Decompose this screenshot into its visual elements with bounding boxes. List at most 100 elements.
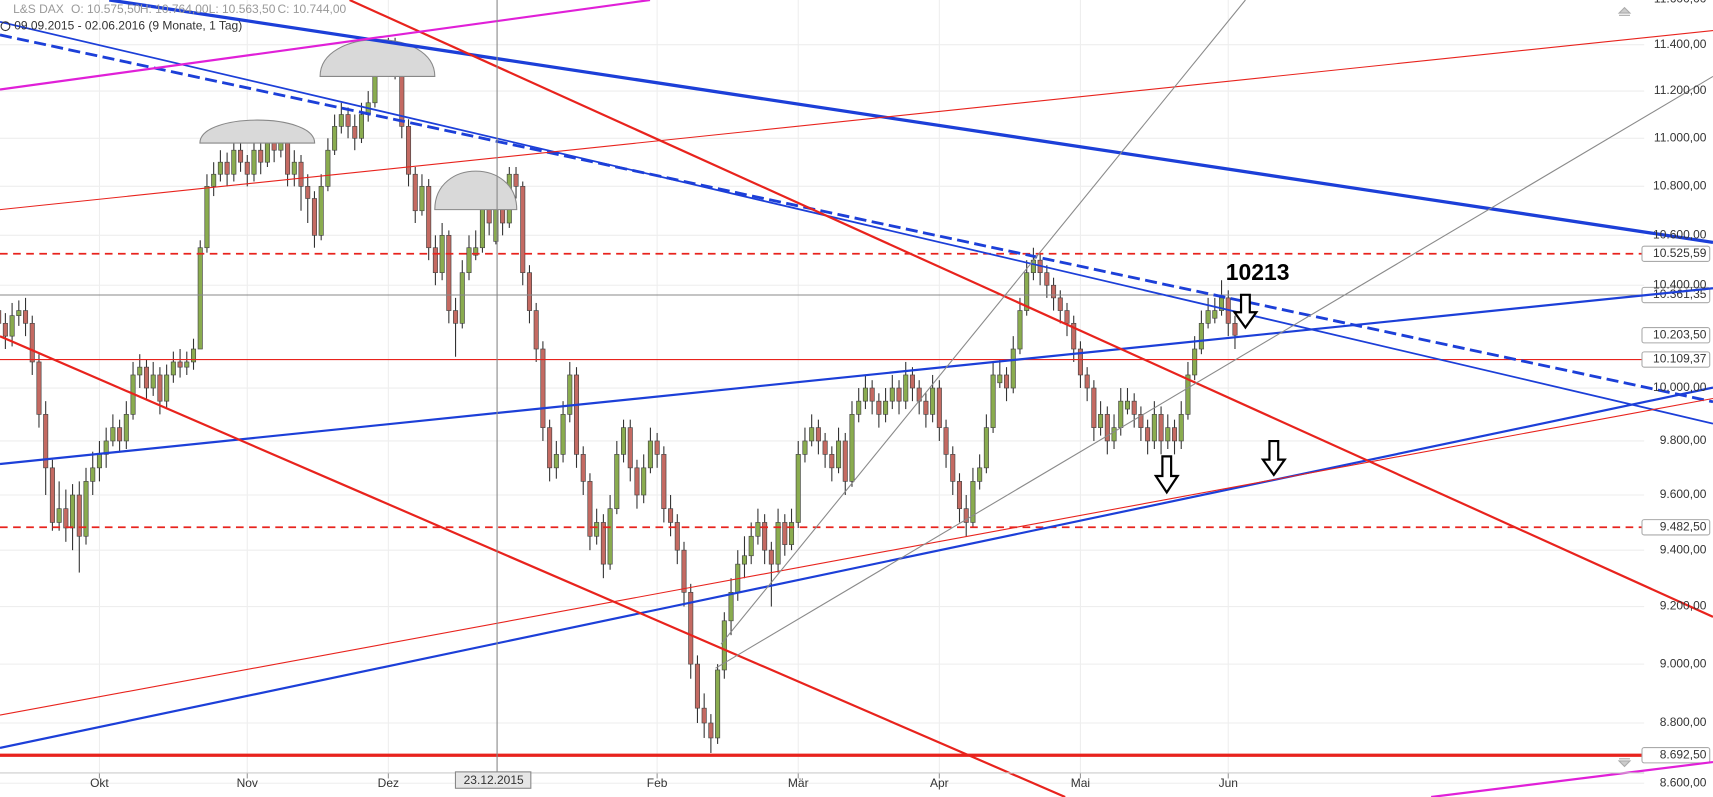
candle-body xyxy=(607,508,613,565)
trend-line xyxy=(0,0,651,91)
candle-body xyxy=(547,427,553,469)
candle-body xyxy=(553,454,559,469)
y-tick-label: 9.800,00 xyxy=(1660,433,1707,447)
candle-body xyxy=(70,494,76,529)
candle-body xyxy=(956,481,963,510)
date-range: 09.09.2015 - 02.06.2016 (9 Monate, 1 Tag… xyxy=(14,18,242,32)
candle-body xyxy=(802,440,808,455)
level-label-box xyxy=(1641,351,1711,368)
candle-body xyxy=(224,161,230,175)
ohlc-readout: C: 10.744,00 xyxy=(277,2,346,16)
y-tick-label: 10.400,00 xyxy=(1653,277,1707,291)
candle-body xyxy=(1064,310,1070,324)
candle-body xyxy=(815,427,821,442)
level-label: 10.203,50 xyxy=(1653,327,1707,341)
level-label: 10.109,37 xyxy=(1653,352,1707,366)
y-tick-label: 10.800,00 xyxy=(1653,179,1707,193)
candle-body xyxy=(963,508,969,523)
candle-body xyxy=(231,149,237,175)
candle-body xyxy=(600,522,606,565)
candle-body xyxy=(876,400,882,415)
candle-body xyxy=(1145,427,1151,442)
trend-line xyxy=(0,287,1713,466)
candle-body xyxy=(1118,400,1124,428)
candle-body xyxy=(674,522,680,551)
chart-title: L&S DAX xyxy=(13,2,64,16)
pattern-shape xyxy=(199,119,316,144)
candle-body xyxy=(473,247,479,256)
y-tick-label: 11.000,00 xyxy=(1654,130,1707,144)
candle-body xyxy=(580,454,586,482)
candle-body xyxy=(950,454,956,482)
candle-body xyxy=(419,186,425,212)
candle-body xyxy=(164,374,170,402)
candle-body xyxy=(1192,348,1198,376)
candle-body xyxy=(748,535,754,557)
candle-body xyxy=(721,620,727,671)
candle-body xyxy=(1198,322,1204,350)
level-label-box xyxy=(1641,747,1711,764)
candle-body xyxy=(426,186,432,249)
candle-body xyxy=(285,137,291,175)
trend-line xyxy=(109,0,1713,244)
annotation: 10213 xyxy=(1226,259,1290,285)
candle-body xyxy=(688,591,694,665)
candle-body xyxy=(849,414,855,482)
candle-body xyxy=(923,400,929,415)
candle-body xyxy=(143,366,149,389)
candle-body xyxy=(170,361,176,376)
candle-body xyxy=(1084,374,1090,389)
candle-body xyxy=(647,440,653,469)
x-tick-label: Apr xyxy=(930,776,949,790)
candle-body xyxy=(211,173,217,187)
candle-body xyxy=(1185,374,1191,415)
candle-body xyxy=(560,414,566,455)
candle-body xyxy=(1091,387,1097,428)
candle-body xyxy=(694,663,700,709)
candle-body xyxy=(741,555,747,565)
candle-body xyxy=(1124,400,1130,410)
scroll-icon[interactable] xyxy=(1617,758,1632,768)
candle-body xyxy=(842,440,848,482)
candle-body xyxy=(83,481,89,537)
candle-body xyxy=(90,467,96,482)
level-label: 8.692,50 xyxy=(1660,747,1707,761)
pattern-shape xyxy=(434,170,518,211)
candle-body xyxy=(1051,284,1057,299)
candle-body xyxy=(1004,374,1010,389)
y-tick-label: 10.000,00 xyxy=(1653,380,1707,394)
candle-body xyxy=(533,310,539,350)
candle-body xyxy=(204,186,210,249)
candle-body xyxy=(715,669,721,739)
level-label-box xyxy=(1641,327,1711,344)
candle-body xyxy=(1205,310,1211,324)
y-tick-label: 9.400,00 xyxy=(1660,542,1707,556)
scroll-icon[interactable] xyxy=(1617,6,1632,16)
candle-body xyxy=(614,454,620,510)
candle-body xyxy=(184,361,190,368)
candle-body xyxy=(654,440,660,455)
candle-body xyxy=(990,374,996,428)
candle-body xyxy=(238,149,244,163)
candle-body xyxy=(587,481,593,537)
candle-body xyxy=(836,440,842,469)
candle-body xyxy=(446,235,452,311)
candle-body xyxy=(345,114,351,127)
candle-body xyxy=(573,374,580,455)
candle-body xyxy=(117,427,123,442)
candle-body xyxy=(768,549,774,565)
x-tick-label: Nov xyxy=(237,776,258,790)
candle-body xyxy=(627,427,633,469)
candle-body xyxy=(49,467,55,523)
crosshair-label: 23.12.2015 xyxy=(464,773,524,787)
clock-icon xyxy=(0,21,11,32)
candle-body xyxy=(668,508,674,523)
candle-body xyxy=(762,522,768,551)
candle-body xyxy=(930,387,936,415)
x-tick-label: Jun xyxy=(1219,776,1238,790)
candle-body xyxy=(123,414,129,442)
candle-body xyxy=(1104,414,1110,442)
candle-body xyxy=(36,361,42,415)
candle-body xyxy=(513,173,519,187)
